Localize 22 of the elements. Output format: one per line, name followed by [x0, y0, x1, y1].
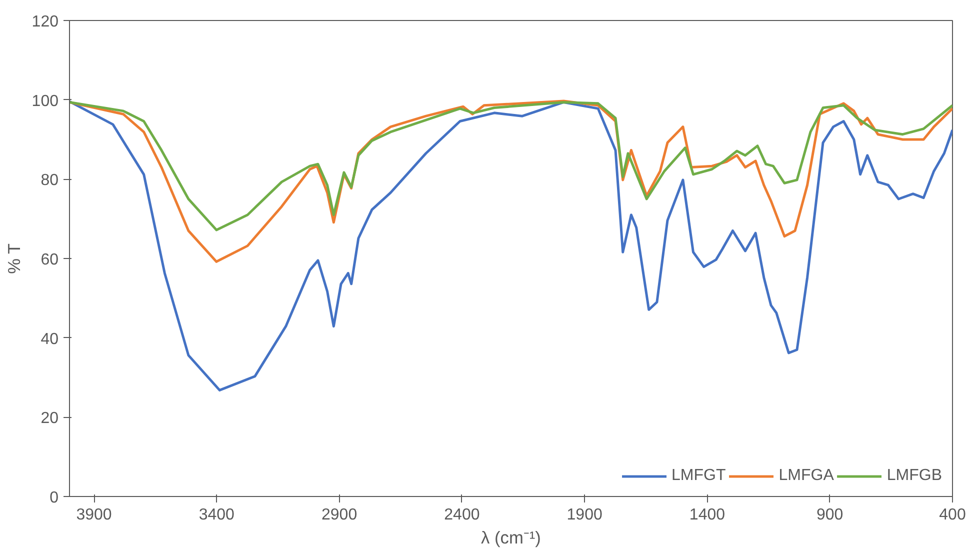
x-tick-label: 1400: [689, 506, 726, 524]
x-tick-label: 3900: [76, 506, 112, 524]
y-tick-label: 100: [32, 92, 59, 110]
y-tick-label: 40: [40, 330, 59, 348]
legend-label: LMFGB: [886, 467, 942, 485]
legend-label: LMFGA: [778, 467, 834, 485]
y-tick-label: 60: [40, 252, 59, 268]
x-tick-label: 2900: [322, 506, 358, 524]
y-axis-title: % T: [4, 242, 24, 274]
legend-label: LMFGT: [672, 467, 726, 485]
x-axis-title: λ (cm⁻¹): [481, 528, 541, 548]
y-tick-label: 120: [32, 14, 59, 30]
x-tick-label: 400: [939, 506, 966, 524]
x-tick-label: 1900: [566, 506, 602, 524]
y-tick-label: 20: [40, 410, 59, 428]
x-tick-label: 2400: [444, 506, 480, 524]
y-tick-label: 80: [40, 172, 59, 190]
line-series: [70, 100, 952, 232]
y-tick-label: 0: [50, 490, 59, 506]
x-tick-label: 3400: [198, 506, 235, 524]
x-tick-label: 900: [816, 506, 844, 524]
line-series: [70, 100, 952, 392]
